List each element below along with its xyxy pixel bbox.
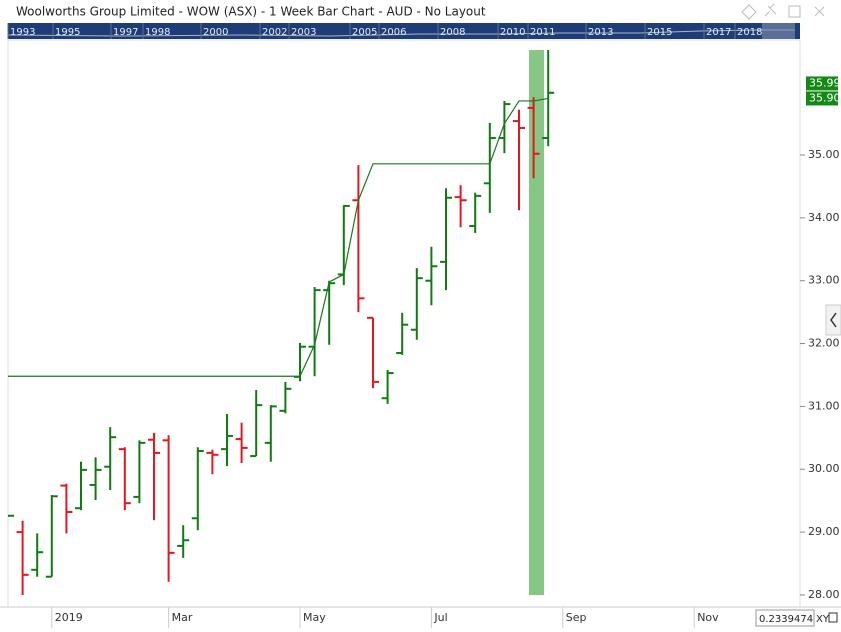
diamond-icon[interactable] [741,4,757,20]
navigator-year: 1995 [55,27,80,38]
navigator-year: 2010 [500,27,525,38]
navigator-year: 1997 [113,27,138,38]
navigator-year: 2017 [706,27,731,38]
pin-icon[interactable] [764,3,777,17]
readout-box[interactable] [755,609,815,627]
navigator-year: 2002 [262,27,287,38]
x-tick-label: 2019 [55,611,83,624]
x-tick-label: Sep [566,611,587,624]
navigator-year: 1998 [145,27,170,38]
navigator-year: 2018 [737,27,762,38]
navigator-year: 1993 [10,27,35,38]
y-tick-label: 34.00 [808,211,840,224]
y-tick-label: 29.00 [808,525,840,538]
price-label-box [806,76,838,91]
y-tick-label: 28.00 [808,588,840,601]
price-label: 35.99 [809,76,841,89]
navigator-year: 2000 [203,27,228,38]
y-tick-label: 30.00 [808,462,840,475]
readout[interactable]: 0.2339474 [759,614,813,625]
y-tick-label: 33.00 [808,274,840,287]
y-tick-label: 31.00 [808,399,840,412]
navigator-year: 2005 [352,27,377,38]
readout-mode[interactable]: XY [816,614,830,625]
highlight-band [529,50,544,595]
average-label-box [806,91,838,106]
x-tick-label: May [303,611,326,624]
close-icon[interactable] [814,6,825,17]
navigator-year: 2006 [381,27,406,38]
side-tab[interactable] [825,304,841,336]
plot [8,50,555,595]
window-controls[interactable] [741,3,825,20]
chart-title: Woolworths Group Limited - WOW (ASX) - 1… [16,5,486,19]
navigator-year: 2003 [291,27,316,38]
y-tick-label: 35.00 [808,148,840,161]
navigator-year: 2015 [647,27,672,38]
navigator-line [7,29,795,37]
y-tick-label: 32.00 [808,337,840,350]
maximize-icon[interactable] [788,5,801,18]
x-tick-label: Nov [697,611,719,624]
navigator[interactable]: 1993 1995 1997 1998 2000 2002 2003 2005 2006 2008… [7,23,800,39]
average-label: 35.90 [809,91,841,104]
navigator-year: 2008 [440,27,465,38]
lock-icon[interactable] [828,612,838,623]
navigator-year: 2013 [588,27,613,38]
x-tick-label: Jul [433,611,447,624]
navigator-year: 2011 [530,27,555,38]
moving-average [8,97,549,377]
x-tick-label: Mar [172,611,193,624]
side-tab-arrow[interactable] [830,312,837,328]
navigator-window[interactable] [762,23,795,39]
